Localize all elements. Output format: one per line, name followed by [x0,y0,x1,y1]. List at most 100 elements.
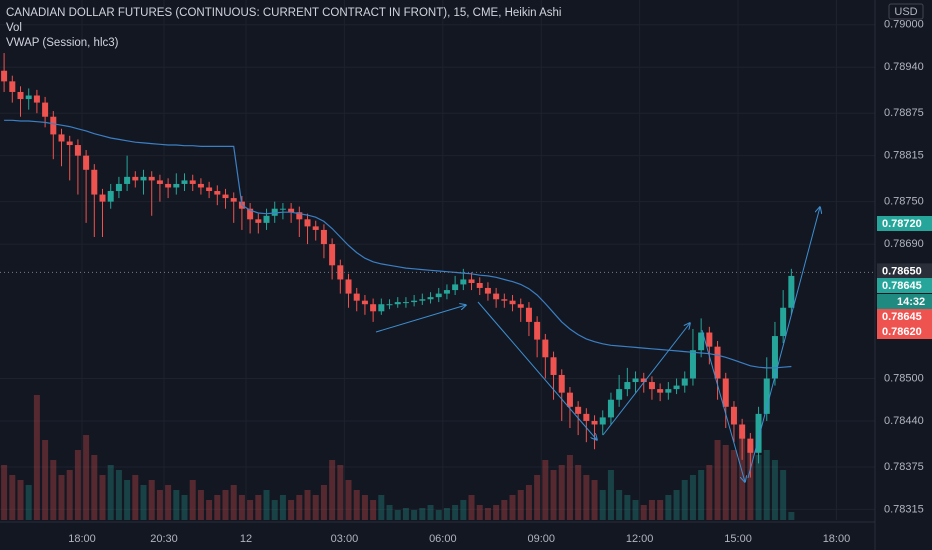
candle-body [755,413,762,453]
candle-body [33,95,40,103]
candle-body [107,191,114,202]
volume-bar [353,490,360,520]
candle-body [91,169,98,195]
volume-bar [181,495,188,520]
candle-body [173,183,180,188]
volume-bar [755,455,762,520]
candle-body [386,304,393,306]
volume-bar [99,475,106,520]
volume-bar [460,500,467,520]
candle-body [517,304,524,308]
volume-bar [214,495,221,520]
candle-body [345,279,352,294]
price-badge [877,278,932,293]
candle-body [657,389,664,393]
volume-bar [337,465,344,520]
volume-bar [476,505,483,520]
volume-bar [558,465,565,520]
volume-bar [722,445,729,520]
candle-body [370,304,377,312]
volume-bar [525,485,532,520]
x-tick-label: 12 [240,533,252,545]
candle-body [730,406,737,425]
price-badge-label: 0.78620 [882,326,922,338]
y-tick-label: 0.78500 [884,372,924,384]
volume-bar [484,508,491,520]
volume-bar [419,508,426,520]
price-badge-label: 14:32 [897,296,925,308]
x-tick-label: 06:00 [429,533,457,545]
candle-body [263,215,270,223]
candle-body [214,191,221,195]
candle-body [665,389,672,393]
volume-bar [427,505,434,520]
volume-bar [115,470,122,520]
volume-bar [33,395,40,520]
volume-bar [657,500,664,520]
candle-body [788,275,795,308]
volume-bar [173,490,180,520]
volume-bar [189,480,196,520]
volume-bar [263,490,270,520]
volume-bar [197,490,204,520]
volume-bar [1,465,8,520]
candle-body [460,279,467,285]
x-tick-label: 09:00 [527,533,555,545]
volume-bar [304,490,311,520]
candle-body [115,183,122,192]
candle-body [361,300,368,305]
candle-body [419,299,426,301]
volume-bar [648,500,655,520]
x-tick-label: 20:30 [150,533,178,545]
candle-body [411,300,418,303]
volume-bar [583,475,590,520]
volume-bar [361,495,368,520]
candle-body [689,350,696,379]
volume-bar [599,490,606,520]
trend-arrow [477,301,597,440]
candle-body [673,385,680,390]
candle-body [222,194,229,199]
candle-body [206,187,213,192]
volume-bar [501,500,508,520]
currency[interactable]: USD [894,6,917,18]
candle-body [616,389,623,400]
drawings [375,207,820,482]
volume-bar [238,495,245,520]
volume-bar [17,480,24,520]
currency-box[interactable] [888,3,924,20]
x-tick-label: 15:00 [724,533,752,545]
y-tick-label: 0.78875 [884,107,924,119]
candle-body [304,219,311,227]
candle-body [288,208,295,213]
volume-bar [706,465,713,520]
volume-bar [230,485,237,520]
candle-body [435,293,442,298]
candle-body [550,357,557,375]
volume-bar [780,470,787,520]
candle-body [476,282,483,288]
volume-bar [698,470,705,520]
candle-body [230,198,237,202]
volume-bar [320,485,327,520]
volume-bar [616,490,623,520]
candle-body [9,81,16,92]
candle-body [714,346,721,379]
y-tick-label: 0.78750 [884,196,924,208]
candle-body [698,332,705,351]
volume-bar [566,455,573,520]
volume-bar [50,460,57,520]
candle-body [279,208,286,210]
volume-bar [402,508,409,520]
candle-body [566,392,573,407]
candle-body [583,413,590,421]
y-tick-label: 0.78440 [884,415,924,427]
trend-arrow [747,207,820,479]
volume-bar [771,460,778,520]
volume-bar [624,495,631,520]
candle-body [42,102,49,117]
axes: 0.79000 0.78940 0.78875 0.78815 0.78750 0.786… [68,19,932,545]
volume-bar [132,475,139,520]
candle-body [181,180,188,184]
price-badge [877,294,932,309]
